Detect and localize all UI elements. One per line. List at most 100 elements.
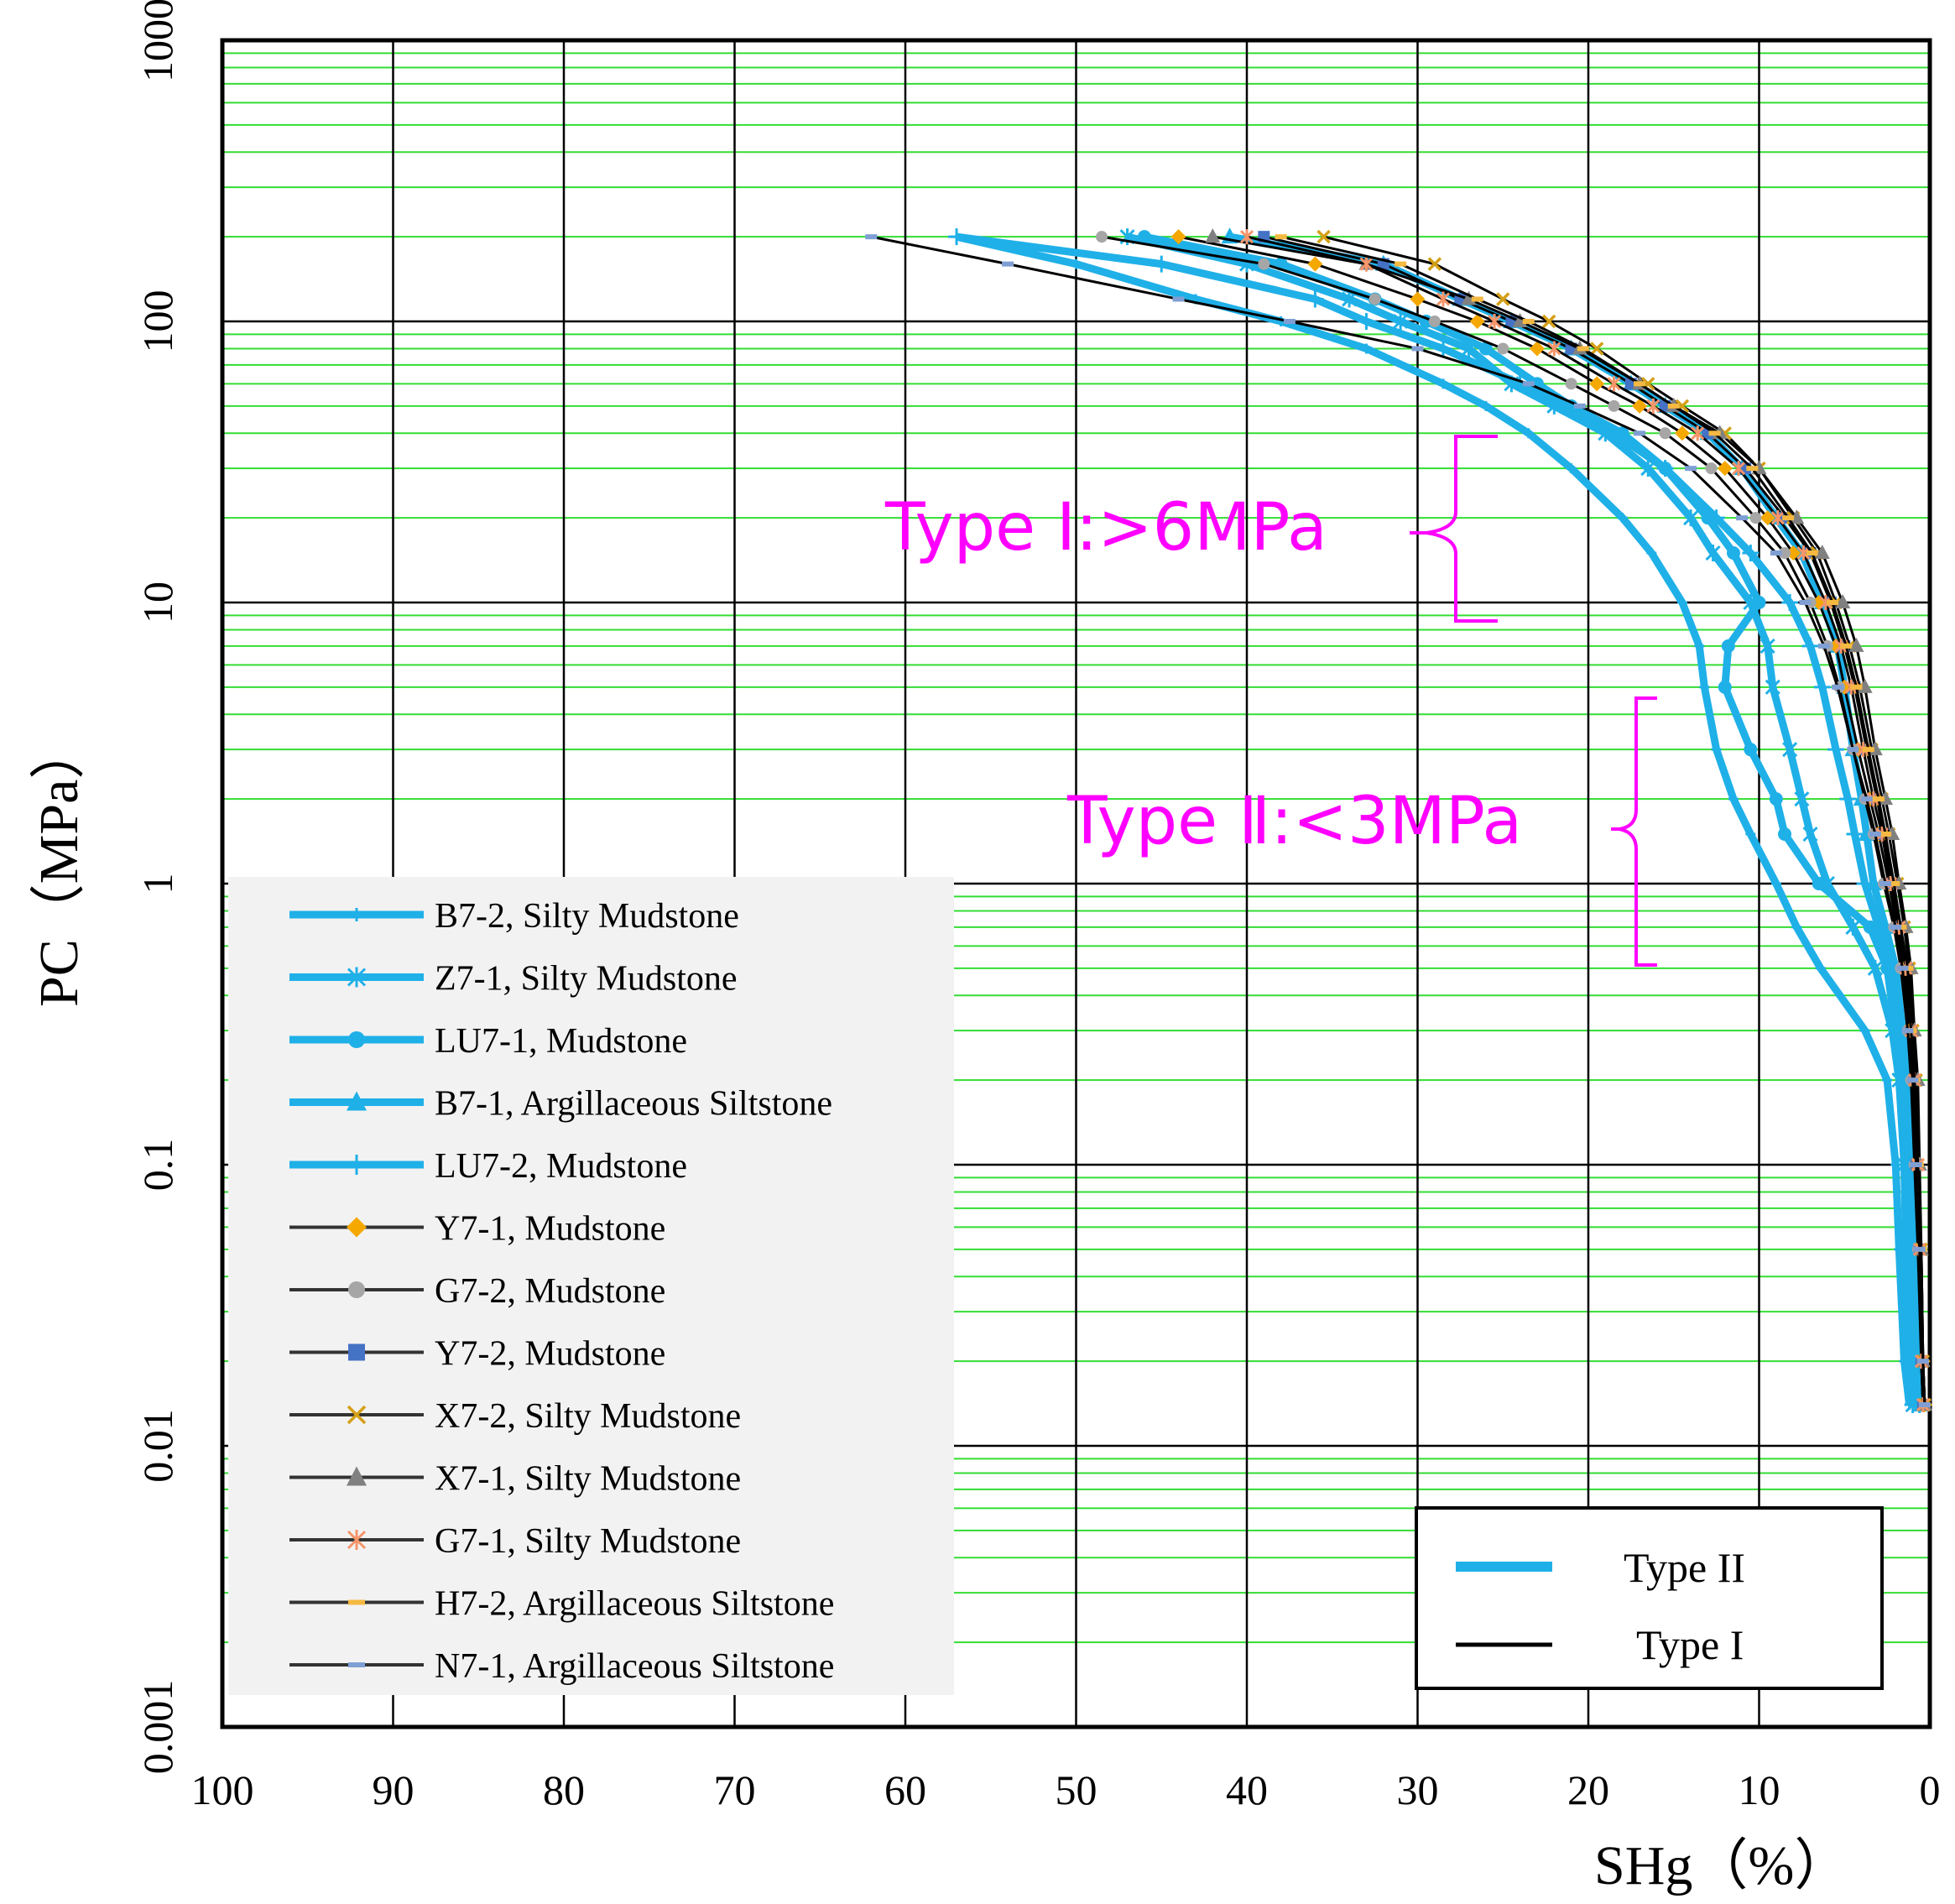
data-point <box>347 1217 367 1238</box>
legend-item: N7-1, Argillaceous Siltstone <box>289 1647 834 1686</box>
y-tick-label: 100 <box>134 290 181 353</box>
series-line <box>1212 235 1926 1406</box>
data-point <box>1565 378 1577 390</box>
data-point <box>1170 229 1186 245</box>
annotation-type-2: Type Ⅱ:<3MPa <box>1066 784 1522 859</box>
legend-item: Y7-2, Mudstone <box>289 1335 665 1374</box>
x-tick-label: 80 <box>543 1766 585 1813</box>
data-point <box>1358 313 1375 330</box>
data-point <box>1901 1028 1914 1034</box>
data-point <box>1707 509 1725 527</box>
x-tick-label: 0 <box>1920 1766 1941 1813</box>
data-point <box>1676 597 1687 608</box>
type-legend-label-type-2: Type II <box>1624 1544 1745 1591</box>
data-point <box>1589 342 1604 356</box>
legend-item: G7-2, Mudstone <box>289 1272 665 1311</box>
data-point <box>1307 256 1323 272</box>
data-point <box>1646 548 1657 559</box>
series-line <box>1323 235 1926 1406</box>
data-point <box>1916 1359 1929 1364</box>
legend-label: X7-1, Silty Mudstone <box>435 1460 741 1499</box>
data-point <box>1860 796 1873 802</box>
data-point <box>1872 796 1885 802</box>
data-point <box>1691 425 1705 441</box>
data-point <box>1589 376 1605 392</box>
data-point <box>1137 230 1151 244</box>
data-point <box>1667 403 1680 409</box>
data-point <box>1607 376 1621 392</box>
y-tick-labels: 0.001 0.01 0.1 1 10 100 1000 <box>134 0 181 1774</box>
legend-label: G7-2, Mudstone <box>435 1272 665 1311</box>
data-point <box>1071 258 1082 269</box>
x-tick-label: 40 <box>1226 1766 1268 1813</box>
data-point <box>1608 399 1620 412</box>
data-point <box>1781 594 1799 611</box>
data-point <box>1879 881 1892 886</box>
series-line <box>1101 235 1925 1406</box>
legend-item: LU7-2, Mudstone <box>289 1147 687 1186</box>
data-point <box>1239 229 1254 245</box>
data-point <box>1770 550 1782 556</box>
legend-item: Z7-1, Silty Mudstone <box>289 960 738 999</box>
data-point <box>1496 292 1510 306</box>
series-line <box>956 232 1914 1406</box>
data-point <box>1529 341 1545 357</box>
data-point <box>1659 427 1671 440</box>
data-point <box>1806 550 1818 556</box>
data-point <box>1770 879 1781 889</box>
legend-item: B7-2, Silty Mudstone <box>289 897 739 936</box>
data-point <box>1749 512 1762 524</box>
data-point <box>1205 228 1221 243</box>
data-point <box>1488 314 1502 329</box>
data-point <box>1888 881 1900 886</box>
annotation-type-1: Type Ⅰ:>6MPa <box>884 490 1327 566</box>
data-point <box>1368 293 1381 305</box>
data-point <box>1856 875 1874 892</box>
data-point <box>1393 313 1409 330</box>
series-n7-1 <box>865 234 1931 1408</box>
data-point <box>948 228 966 246</box>
data-point <box>1746 466 1759 472</box>
data-point <box>1863 920 1877 934</box>
x-tick-label: 70 <box>714 1766 756 1813</box>
data-point <box>1436 291 1451 307</box>
series-line <box>871 235 1926 1406</box>
legend-item: G7-1, Silty Mudstone <box>289 1522 741 1561</box>
data-point <box>1522 381 1535 387</box>
x-axis-title: SHg（%） <box>1594 1835 1849 1896</box>
data-point <box>1306 290 1324 308</box>
data-point <box>1847 747 1859 753</box>
data-point <box>1411 346 1424 352</box>
data-point <box>1779 547 1791 560</box>
x-tick-label: 100 <box>191 1766 254 1813</box>
data-point <box>347 1530 367 1550</box>
data-point <box>1791 921 1802 932</box>
data-point <box>1835 594 1851 608</box>
y-tick-label: 1000 <box>134 0 181 82</box>
legend-label: B7-1, Argillaceous Siltstone <box>435 1085 832 1124</box>
legend-label: H7-2, Argillaceous Siltstone <box>435 1585 834 1624</box>
legend-label: Z7-1, Silty Mudstone <box>435 960 738 999</box>
data-point <box>1694 640 1705 651</box>
x-tick-label: 90 <box>373 1766 414 1813</box>
data-point <box>1918 1402 1931 1408</box>
data-point <box>1656 460 1674 477</box>
data-point <box>1497 342 1509 355</box>
series-layer <box>865 227 1932 1414</box>
data-point <box>1478 342 1493 356</box>
legend-label: G7-1, Silty Mudstone <box>435 1522 741 1561</box>
data-point <box>1674 425 1690 441</box>
data-point <box>1744 743 1758 757</box>
x-tick-label: 10 <box>1739 1766 1780 1813</box>
data-point <box>347 1091 367 1111</box>
data-point <box>1547 341 1561 357</box>
y-tick-label: 10 <box>134 582 181 623</box>
data-point <box>1646 398 1660 414</box>
data-point <box>1705 462 1718 475</box>
type-legend: Type II Type I <box>1415 1506 1884 1690</box>
data-point <box>1554 397 1572 415</box>
data-point <box>1799 600 1812 605</box>
legend-label: LU7-1, Mudstone <box>435 1022 687 1061</box>
data-point <box>348 1599 365 1605</box>
data-point <box>1708 430 1721 436</box>
